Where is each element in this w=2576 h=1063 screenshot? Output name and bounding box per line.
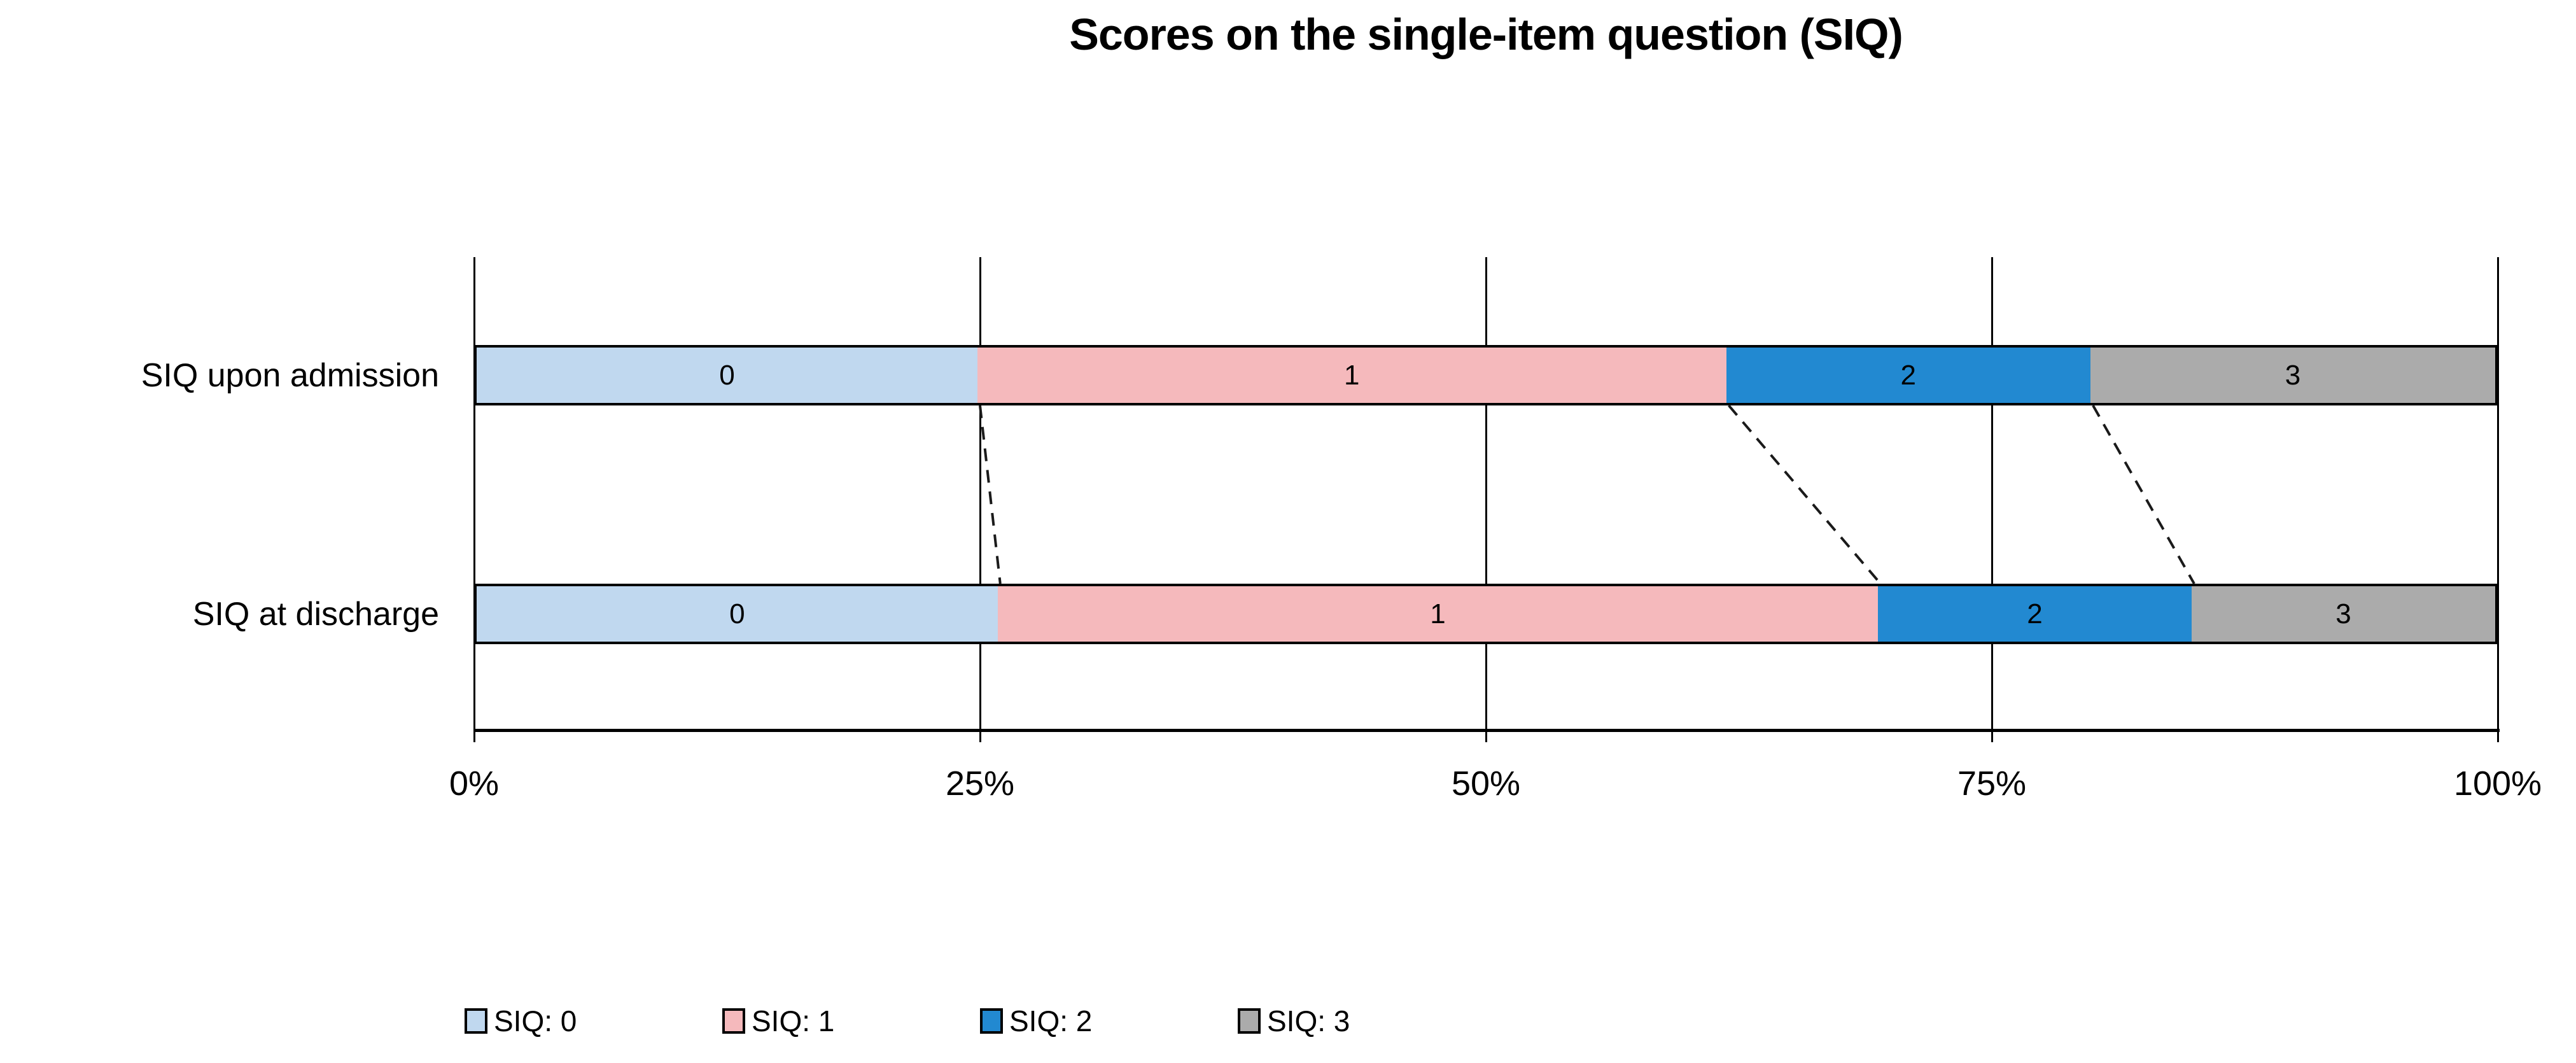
connector-dashed-line-3 [2092, 405, 2195, 584]
x-tick-label: 50% [1451, 764, 1521, 803]
segment-label: 3 [2285, 359, 2301, 391]
bar-segment-0: 0 [474, 345, 980, 405]
x-tick-mark [1485, 731, 1487, 742]
segment-label: 3 [2335, 598, 2351, 630]
bar-segment-2: 2 [1878, 584, 2194, 644]
legend-label: SIQ: 0 [494, 1004, 577, 1038]
connector-lines [979, 404, 2195, 585]
bar-segment-0: 0 [474, 584, 1000, 644]
segment-label: 1 [1430, 598, 1446, 630]
segment-label: 0 [719, 359, 735, 391]
x-tick-mark [979, 731, 981, 742]
bar-segment-1: 1 [997, 584, 1881, 644]
gridline-25% [979, 257, 981, 731]
legend-swatch-icon [465, 1008, 487, 1034]
x-axis-line [473, 729, 2500, 732]
bar-segment-3: 3 [2090, 345, 2498, 405]
x-tick-label: 0% [449, 764, 500, 803]
category-label-0: SIQ upon admission [141, 356, 439, 394]
plot-area: 0 1 2 3 0 1 2 3 [473, 257, 2500, 742]
legend-item-0: SIQ: 0 [465, 1006, 577, 1036]
x-tick-mark [2496, 731, 2499, 742]
bar-segment-3: 3 [2192, 584, 2498, 644]
bar-row-1: 0 1 2 3 [474, 584, 2498, 644]
legend-swatch-icon [1238, 1008, 1261, 1034]
segment-label: 1 [1344, 359, 1360, 391]
legend-item-2: SIQ: 2 [980, 1006, 1092, 1036]
legend-label: SIQ: 1 [752, 1004, 835, 1038]
x-tick-mark [473, 731, 475, 742]
connector-dashed-line-1 [979, 405, 1002, 584]
segment-label: 0 [729, 598, 745, 630]
x-tick-mark [1991, 731, 1993, 742]
legend-swatch-icon [722, 1008, 745, 1034]
bar-row-0: 0 1 2 3 [474, 345, 2498, 405]
gridline-0% [473, 257, 475, 731]
x-tick-label: 25% [945, 764, 1015, 803]
gridline-75% [1991, 257, 1993, 731]
connector-dashed-line-2 [1728, 404, 1882, 585]
legend-label: SIQ: 3 [1267, 1004, 1350, 1038]
chart-title: Scores on the single-item question (SIQ) [1069, 10, 1903, 59]
legend-label: SIQ: 2 [1009, 1004, 1093, 1038]
x-tick-label: 100% [2453, 764, 2542, 803]
legend-item-3: SIQ: 3 [1238, 1006, 1350, 1036]
segment-label: 2 [2027, 598, 2043, 630]
legend-swatch-icon [980, 1008, 1003, 1034]
bar-segment-1: 1 [977, 345, 1729, 405]
legend-item-1: SIQ: 1 [722, 1006, 834, 1036]
gridline-100% [2496, 257, 2499, 731]
bar-segment-2: 2 [1726, 345, 2093, 405]
segment-label: 2 [1900, 359, 1917, 391]
gridline-50% [1485, 257, 1487, 731]
category-label-1: SIQ at discharge [192, 595, 439, 633]
x-tick-label: 75% [1957, 764, 2027, 803]
